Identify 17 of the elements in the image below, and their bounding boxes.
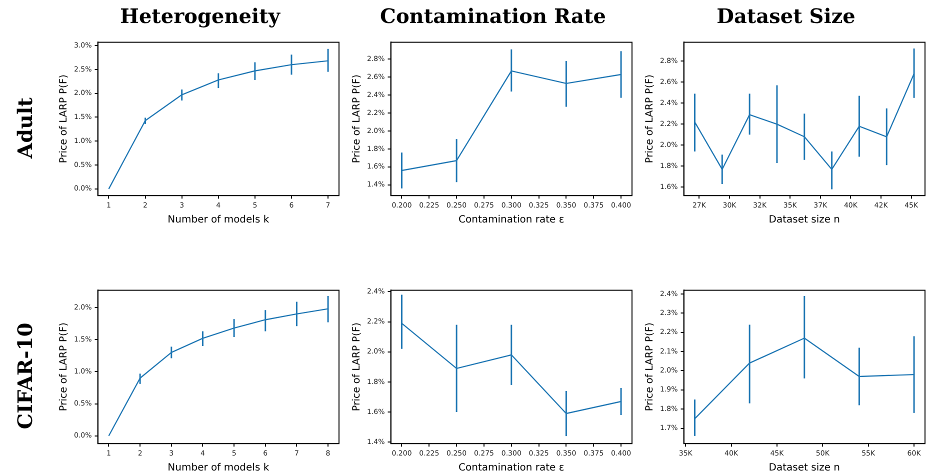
text: Adult [13,98,37,158]
y-axis-title: Price of LARP P(F) [352,322,363,412]
x-axis-title: Dataset size n [768,462,840,474]
y-axis-title: Price of LARP P(F) [644,322,656,412]
y-axis-title: Price of LARP P(F) [58,74,70,164]
text: CIFAR-10 [13,322,37,430]
chart-title: Dataset Size [716,4,856,28]
chart-title: Contamination Rate [379,4,607,28]
x-axis-title: Dataset size n [768,214,840,226]
x-axis-title: Number of models k [168,462,270,474]
x-axis-title: Contamination rate ε [458,462,564,474]
x-axis-title: Number of models k [168,214,270,226]
y-axis-title: Price of LARP P(F) [644,74,656,164]
y-axis-title: Price of LARP P(F) [58,322,70,412]
x-axis-title: Contamination rate ε [458,214,564,226]
y-axis-title: Price of LARP P(F) [352,74,363,164]
chart-title: Heterogeneity [119,4,282,28]
